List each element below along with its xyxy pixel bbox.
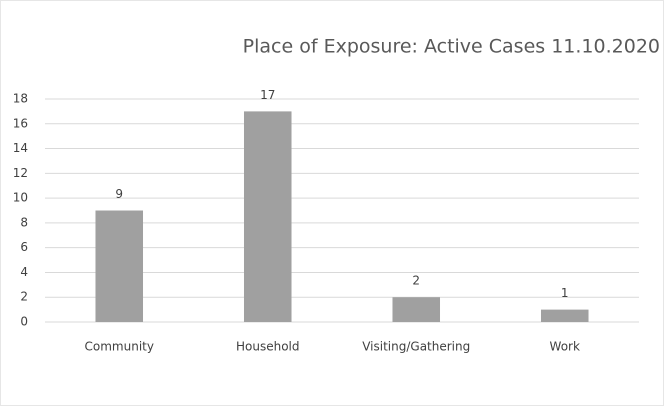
y-tick-label: 0 (20, 315, 28, 329)
y-tick-label: 16 (13, 116, 28, 130)
bar (95, 210, 144, 322)
x-tick-label: Visiting/Gathering (362, 340, 470, 354)
y-tick-label: 6 (20, 240, 28, 254)
data-label: 1 (561, 286, 569, 300)
data-label: 2 (412, 274, 420, 288)
y-tick-label: 4 (20, 265, 28, 279)
x-tick-label: Community (85, 340, 154, 354)
bar (392, 297, 441, 322)
y-tick-label: 8 (20, 215, 28, 229)
x-tick-label: Work (550, 340, 580, 354)
bar (243, 111, 292, 322)
y-tick-label: 14 (13, 141, 28, 155)
data-label: 9 (115, 187, 123, 201)
y-tick-label: 2 (20, 290, 28, 304)
y-tick-label: 18 (13, 92, 28, 106)
bar (540, 309, 589, 322)
y-tick-label: 12 (13, 166, 28, 180)
data-label: 17 (260, 88, 275, 102)
x-tick-label: Household (236, 340, 300, 354)
y-tick-label: 10 (13, 191, 28, 205)
chart-title: Place of Exposure: Active Cases 11.10.20… (243, 36, 660, 58)
